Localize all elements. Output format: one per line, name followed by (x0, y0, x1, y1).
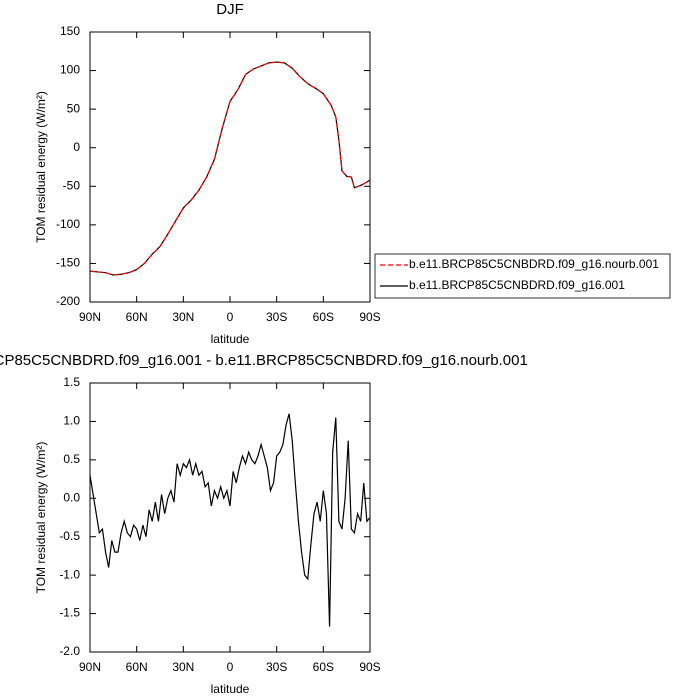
plot-frame (89, 382, 371, 653)
x-tick-label: 90S (359, 310, 380, 324)
y-tick-label: -0.5 (59, 529, 80, 543)
x-tick-label: 30S (266, 310, 287, 324)
x-tick-label: 30N (172, 660, 194, 674)
chart-title: DJF (216, 1, 244, 18)
x-axis-label: latitude (211, 332, 250, 346)
x-tick-label: 60S (313, 660, 334, 674)
data-line (89, 61, 371, 276)
y-tick-label: 1.5 (63, 375, 80, 389)
x-tick-label: 30N (172, 310, 194, 324)
data-line (89, 61, 371, 276)
y-tick-label: -2.0 (59, 644, 80, 658)
y-tick-label: 0.0 (63, 490, 80, 504)
x-tick-label: 90N (79, 660, 101, 674)
plot-frame (89, 31, 371, 303)
y-tick-label: -200 (56, 294, 80, 308)
y-tick-label: 1.0 (63, 414, 80, 428)
y-tick-label: 150 (60, 24, 80, 38)
x-tick-label: 60N (126, 310, 148, 324)
x-tick-label: 0 (227, 310, 234, 324)
data-line (89, 413, 371, 627)
x-tick-label: 60S (313, 310, 334, 324)
chart-title: b.e11.BRCP85C5CNBDRD.f09_g16.001 - b.e11… (0, 352, 528, 369)
y-tick-label: -50 (63, 178, 81, 192)
y-axis-label: TOM residual energy (W/m²) (34, 91, 48, 243)
y-tick-label: 100 (60, 63, 80, 77)
x-tick-label: 30S (266, 660, 287, 674)
x-tick-label: 0 (227, 660, 234, 674)
x-tick-label: 90S (359, 660, 380, 674)
legend-label: b.e11.BRCP85C5CNBDRD.f09_g16.nourb.001 (409, 257, 659, 271)
y-tick-label: -150 (56, 256, 80, 270)
legend-label: b.e11.BRCP85C5CNBDRD.f09_g16.001 (409, 278, 625, 292)
y-axis-label: TOM residual energy (W/m²) (34, 442, 48, 594)
x-tick-label: 60N (126, 660, 148, 674)
y-tick-label: 0 (73, 140, 80, 154)
x-tick-label: 90N (79, 310, 101, 324)
y-tick-label: 50 (67, 101, 81, 115)
y-tick-label: -1.5 (59, 606, 80, 620)
y-tick-label: 0.5 (63, 452, 80, 466)
legend-box (374, 253, 671, 299)
y-tick-label: -100 (56, 217, 80, 231)
y-tick-label: -1.0 (59, 567, 80, 581)
x-axis-label: latitude (211, 682, 250, 696)
